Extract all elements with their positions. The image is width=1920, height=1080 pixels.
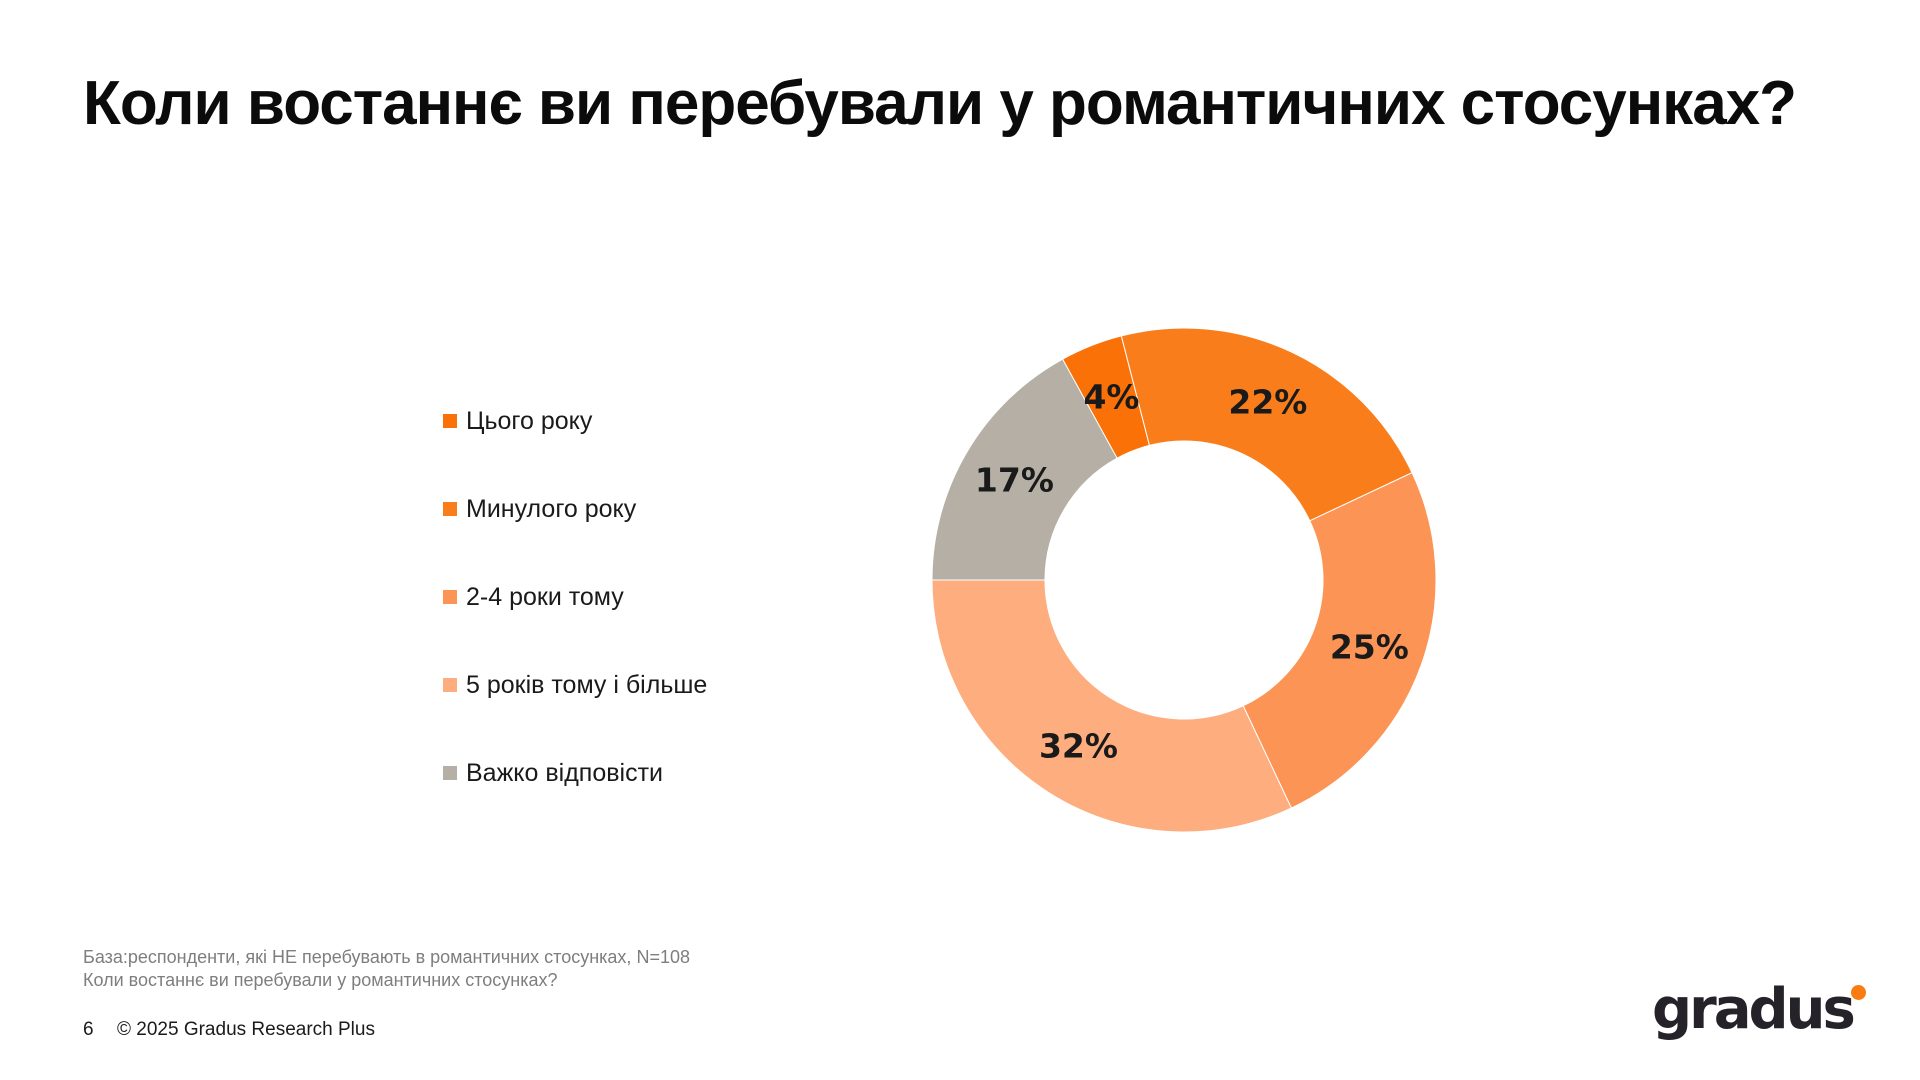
legend-item-label: Цього року <box>466 406 593 435</box>
legend-item-3: 5 років тому і більше <box>443 670 708 699</box>
legend-item-1: Минулого року <box>443 494 707 523</box>
slice-label-4: 17% <box>974 460 1054 500</box>
slice-label-2: 25% <box>1329 627 1409 667</box>
gradus-logo-text: gradus <box>1652 977 1856 1042</box>
slide-title: Коли востаннє ви перебували у романтични… <box>83 69 1797 138</box>
footnote: База:респонденти, які НЕ перебувають в р… <box>83 946 690 992</box>
page-number: 6 <box>83 1019 94 1040</box>
legend-swatch-icon <box>443 678 457 692</box>
donut-chart: 4% 22% 25% 32% 17% <box>930 326 1438 834</box>
footnote-line1: База:респонденти, які НЕ перебувають в р… <box>83 947 690 967</box>
legend-item-label: 2-4 роки тому <box>466 582 624 611</box>
legend-swatch-icon <box>443 502 457 516</box>
slice-label-0: 4% <box>1083 377 1140 417</box>
donut-slice-3 <box>931 579 1292 833</box>
slice-label-1: 22% <box>1228 382 1308 422</box>
legend-item-2: 2-4 роки тому <box>443 582 707 611</box>
legend-item-0: Цього року <box>443 406 707 435</box>
legend-swatch-icon <box>443 414 457 428</box>
legend-item-label: 5 років тому і більше <box>466 670 708 699</box>
legend-item-label: Важко відповісти <box>466 758 663 787</box>
donut-svg <box>931 327 1437 833</box>
slice-label-3: 32% <box>1038 726 1118 766</box>
donut-slice-1 <box>1120 327 1413 522</box>
chart-legend: Цього року Минулого року 2-4 роки тому 5 ро… <box>443 406 708 848</box>
legend-item-label: Минулого року <box>466 494 637 523</box>
gradus-logo-dot-icon <box>1851 985 1866 1000</box>
copyright-text: © 2025 Gradus Research Plus <box>117 1019 375 1040</box>
donut-slice-2 <box>1242 472 1437 809</box>
legend-swatch-icon <box>443 590 457 604</box>
donut-slice-4 <box>931 358 1118 581</box>
legend-swatch-icon <box>443 766 457 780</box>
gradus-logo: gradus <box>1652 976 1892 1071</box>
footnote-line2: Коли востаннє ви перебували у романтични… <box>83 970 558 990</box>
legend-item-4: Важко відповісти <box>443 758 707 787</box>
